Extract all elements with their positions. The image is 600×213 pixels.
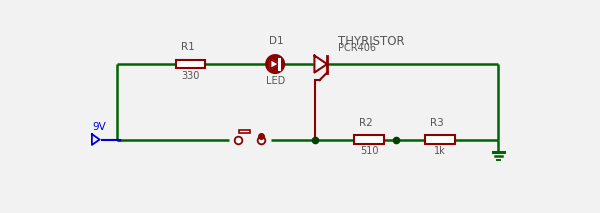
Bar	[355, 135, 384, 144]
Polygon shape	[271, 59, 279, 69]
Text: 330: 330	[181, 71, 200, 81]
Polygon shape	[314, 56, 327, 73]
Text: 510: 510	[360, 146, 379, 156]
Text: 9V: 9V	[92, 122, 106, 132]
Text: LED: LED	[266, 76, 285, 86]
Text: R2: R2	[359, 118, 373, 128]
Text: 1k: 1k	[434, 146, 446, 156]
Text: THYRISTOR: THYRISTOR	[338, 35, 405, 48]
Bar	[176, 60, 205, 68]
Text: D1: D1	[269, 36, 284, 46]
Text: R1: R1	[181, 42, 194, 52]
Text: R3: R3	[430, 118, 444, 128]
Bar	[425, 135, 455, 144]
Text: PCR406: PCR406	[338, 43, 376, 53]
Bar	[239, 130, 250, 133]
Circle shape	[265, 54, 285, 74]
